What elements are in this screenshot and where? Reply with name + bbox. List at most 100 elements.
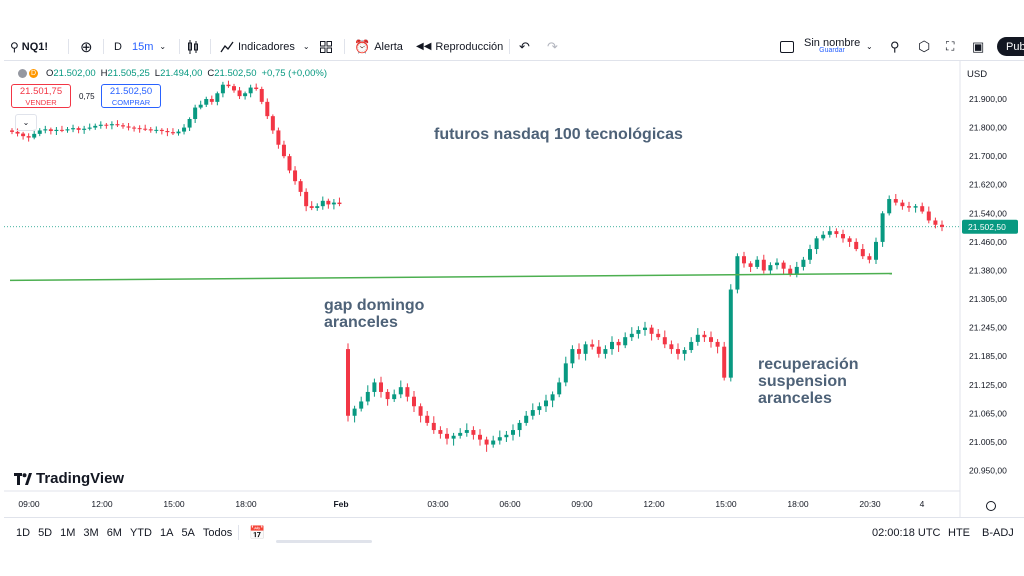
calendar-icon[interactable]: 📅 [249,524,266,540]
recovery-annotation: recuperación [758,356,858,373]
chevron-down-icon: ⌄ [159,42,167,51]
hte-toggle[interactable]: HTE [948,526,970,539]
y-tick-label: 20.950,00 [969,466,1007,476]
legend: D O21.502,00 H21.505,25 L21.494,00 C21.5… [18,68,327,79]
layout-name-button[interactable]: Sin nombre Guardar [804,33,864,60]
tradingview-wordmark: TradingView [36,470,125,487]
settings-gear-icon[interactable]: ⬡ [918,38,931,54]
camera-icon[interactable]: ▣ [972,38,985,54]
candle-body [504,434,509,438]
candle-body [524,415,529,423]
indicators-button[interactable]: Indicadores ⌄ [220,33,310,60]
fullscreen-icon[interactable]: ⛶ [946,39,955,53]
candle-body [893,199,898,203]
symbol-search[interactable]: ⚲ NQ1! [10,33,48,60]
candle-body [215,93,220,102]
range-1d[interactable]: 1D [16,526,31,539]
candle-body [669,344,674,350]
currency-label[interactable]: USD [967,69,988,80]
indicators-label: Indicadores [238,40,295,53]
range-1m[interactable]: 1M [60,526,76,539]
candle-body [570,349,575,364]
candle-body [148,129,153,131]
y-tick-label: 21.125,00 [969,380,1007,390]
chevron-down-icon: ⌄ [22,118,30,127]
layout-name: Sin nombre [804,37,861,49]
x-tick-label: 12:00 [643,499,665,509]
candle-body [385,391,390,400]
chevron-down-icon: ⌄ [302,42,310,51]
candle-body [913,206,918,208]
buy-button[interactable]: 21.502,50 COMPRAR [101,84,161,108]
candle-body [834,231,839,235]
last-price-badge [962,219,1018,234]
alert-button[interactable]: ⏰ Alerta [354,33,403,60]
candles-type-button[interactable] [187,33,199,60]
gap-annotation: aranceles [324,314,398,331]
candle-body [794,266,799,275]
candle-body [814,238,819,250]
candle-body [405,387,410,397]
candle-body [71,128,76,130]
undo-icon[interactable]: ↶ [519,38,530,54]
candle-body [438,430,443,434]
add-symbol-icon[interactable]: ⊕ [80,38,93,56]
candle-body [847,238,852,242]
range-5d[interactable]: 5D [38,526,53,539]
sell-button[interactable]: 21.501,75 VENDER [11,84,71,108]
candle-body [788,268,793,275]
candle-body [298,181,303,192]
alarm-clock-icon: ⏰ [354,38,371,54]
time-scrollbar[interactable] [276,540,372,543]
ohlc-change: +0,75 (+0,00%) [261,68,328,79]
candle-body [636,330,641,334]
candle-body [742,256,746,264]
publish-button[interactable]: Pub [997,37,1024,56]
range-6m[interactable]: 6M [106,526,122,539]
candle-body [270,116,275,131]
candle-body [37,130,42,134]
candle-body [243,93,248,97]
layout-checkbox[interactable] [780,33,794,60]
range-3m[interactable]: 3M [83,526,99,539]
candle-body [254,87,259,89]
candle-body [755,259,760,267]
candle-body [15,131,20,134]
candle-body [198,104,203,108]
clock-time[interactable]: 02:00:18 UTC [872,526,941,539]
range-all[interactable]: Todos [202,526,233,539]
chevron-down-icon[interactable]: ⌄ [866,42,873,51]
x-tick-label: Feb [333,499,348,509]
candle-body [187,119,192,128]
top-toolbar: ⚲ NQ1! ⊕ D 15m ⌄ Indicadores ⌄ ⏰ Alerta [4,33,1024,61]
candle-body [65,129,70,131]
spread-value: 0,75 [79,92,95,101]
layouts-button[interactable] [320,33,332,60]
range-ytd[interactable]: YTD [129,526,152,539]
candle-body [880,213,885,242]
collapse-legend-button[interactable]: ⌄ [15,114,37,131]
price-chart[interactable]: 21.900,00 21.800,00 21.700,00 21.620,00 21.5… [4,61,1024,517]
redo-icon[interactable]: ↷ [547,38,558,54]
candle-body [26,136,31,138]
x-tick-label: 4 [920,499,925,509]
candle-body [735,256,740,290]
candle-body [781,262,786,269]
replay-button[interactable]: ◀◀ Reproducción [416,33,503,60]
quick-search-icon[interactable]: ⚲ [890,38,900,54]
interval-selector[interactable]: D 15m ⌄ [114,33,166,60]
range-1a[interactable]: 1A [159,526,174,539]
candle-body [293,170,298,182]
candle-body [418,406,423,416]
gap-trendline [9,272,893,282]
candle-body [445,433,449,439]
ohlc-low: L21.494,00 [154,68,203,79]
candle-body [497,437,502,441]
y-tick-label: 21.305,00 [969,294,1007,304]
candle-body [537,406,542,411]
badj-toggle[interactable]: B-ADJ [982,526,1014,539]
candle-body [352,408,357,416]
range-5a[interactable]: 5A [181,526,195,539]
candle-body [563,363,568,383]
candle-body [320,200,325,207]
